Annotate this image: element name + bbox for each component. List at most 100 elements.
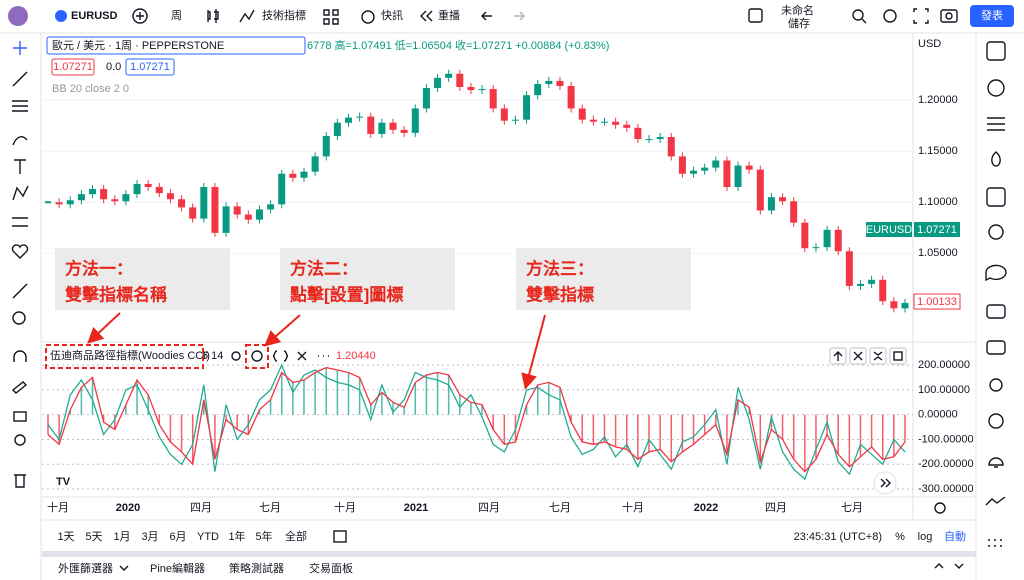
magnet[interactable] bbox=[13, 350, 27, 362]
candle bbox=[267, 204, 275, 210]
symbol-tag: EURUSD bbox=[866, 224, 913, 236]
cci-line bbox=[47, 363, 906, 481]
candle bbox=[178, 199, 186, 208]
range-button[interactable]: 5年 bbox=[255, 529, 272, 543]
publish-button[interactable] bbox=[970, 5, 1014, 27]
bb-legend[interactable]: BB 20 close 2 0 bbox=[52, 83, 129, 95]
candle bbox=[244, 214, 252, 220]
candle bbox=[489, 89, 497, 109]
pane-close[interactable] bbox=[849, 347, 867, 365]
lock-drawing[interactable] bbox=[11, 381, 28, 394]
pane-maximize[interactable] bbox=[889, 347, 907, 365]
panel-toggle[interactable] bbox=[934, 563, 964, 569]
ideas[interactable] bbox=[988, 224, 1004, 240]
range-button[interactable]: 1年 bbox=[228, 529, 245, 543]
candle bbox=[578, 108, 586, 120]
icons-tool[interactable] bbox=[11, 244, 29, 259]
avatar[interactable] bbox=[8, 6, 28, 26]
range-button[interactable]: 5天 bbox=[85, 531, 102, 543]
layouts[interactable] bbox=[323, 9, 339, 25]
messages[interactable] bbox=[986, 340, 1006, 355]
panel-tab[interactable]: 交易面板 bbox=[309, 561, 353, 575]
buy-price[interactable]: 1.07271 bbox=[130, 61, 170, 73]
zoom[interactable] bbox=[12, 311, 26, 325]
alerts-panel[interactable] bbox=[987, 79, 1005, 97]
pane-collapse[interactable] bbox=[869, 347, 887, 365]
trash[interactable] bbox=[14, 474, 26, 488]
undo[interactable] bbox=[481, 11, 492, 21]
apps[interactable] bbox=[988, 539, 1002, 547]
settings[interactable] bbox=[883, 9, 897, 23]
prediction-tool[interactable] bbox=[12, 217, 28, 227]
currency[interactable]: USD bbox=[918, 38, 941, 50]
go-to-date[interactable] bbox=[333, 530, 347, 543]
brush-tool[interactable] bbox=[12, 136, 28, 146]
visibility[interactable] bbox=[14, 434, 26, 446]
notifications[interactable] bbox=[989, 378, 1003, 392]
performance[interactable] bbox=[985, 496, 1006, 506]
replay[interactable]: 重播 bbox=[438, 8, 460, 22]
pane-up[interactable] bbox=[829, 347, 847, 365]
pattern-tool[interactable] bbox=[12, 185, 29, 201]
time-label: 十月 bbox=[622, 500, 644, 514]
fib-tool[interactable] bbox=[12, 100, 28, 112]
chart-type[interactable] bbox=[207, 9, 219, 23]
y-tick-label: 0.00000 bbox=[918, 409, 958, 421]
layout-name[interactable]: 未命名 bbox=[781, 3, 814, 17]
watchlist[interactable] bbox=[986, 41, 1006, 61]
broadcast[interactable] bbox=[988, 413, 1004, 429]
scale-button[interactable]: % bbox=[895, 531, 905, 543]
interval[interactable]: 周 bbox=[171, 9, 182, 22]
save[interactable]: 儲存 bbox=[788, 16, 810, 30]
sell-price[interactable]: 1.07271 bbox=[53, 61, 93, 73]
range-button[interactable]: YTD bbox=[197, 531, 219, 543]
candle bbox=[634, 127, 642, 140]
axis-settings[interactable] bbox=[934, 502, 946, 514]
buy-button[interactable] bbox=[125, 58, 175, 76]
indicator-settings[interactable] bbox=[251, 350, 263, 362]
range-button[interactable]: 3月 bbox=[141, 531, 158, 543]
panel-tab[interactable]: Pine編輯器 bbox=[150, 561, 205, 575]
candle bbox=[745, 165, 753, 170]
snapshot[interactable] bbox=[940, 9, 958, 23]
range-button[interactable]: 1月 bbox=[113, 531, 130, 543]
text-tool[interactable] bbox=[14, 159, 26, 174]
indicators[interactable]: 技術指標 bbox=[262, 8, 306, 22]
range-button[interactable]: 全部 bbox=[285, 529, 307, 543]
scale-button[interactable]: 自動 bbox=[944, 529, 966, 543]
bell[interactable] bbox=[988, 457, 1004, 468]
indicator-source[interactable] bbox=[272, 350, 289, 362]
legend-title-box[interactable] bbox=[46, 36, 306, 55]
lock[interactable] bbox=[13, 411, 27, 422]
layout-toggle[interactable] bbox=[748, 8, 763, 23]
panel-tab[interactable]: 外匯篩選器 bbox=[58, 561, 113, 575]
symbol[interactable]: EURUSD bbox=[71, 10, 118, 22]
candle bbox=[333, 122, 341, 136]
ruler[interactable] bbox=[12, 283, 28, 299]
indicator-remove[interactable] bbox=[297, 351, 307, 361]
add-symbol[interactable] bbox=[132, 8, 148, 24]
calendar[interactable] bbox=[986, 187, 1006, 207]
panel-tab[interactable]: 策略測試器 bbox=[229, 561, 284, 575]
crosshair-tool[interactable] bbox=[13, 41, 27, 55]
scale-button[interactable]: log bbox=[918, 531, 933, 543]
news[interactable] bbox=[987, 117, 1005, 131]
search[interactable] bbox=[852, 9, 864, 21]
candle bbox=[434, 77, 442, 89]
clock[interactable]: 23:45:31 (UTC+8) bbox=[794, 531, 882, 543]
fullscreen[interactable] bbox=[913, 8, 929, 24]
legend-title[interactable]: 歐元 / 美元 · 1周 · PEPPERSTONE bbox=[52, 38, 224, 52]
indicator-visibility[interactable] bbox=[231, 351, 241, 361]
streams[interactable] bbox=[986, 304, 1006, 319]
tab-dropdown[interactable] bbox=[119, 565, 129, 571]
range-button[interactable]: 1天 bbox=[57, 531, 74, 543]
hotlists[interactable] bbox=[991, 151, 1001, 167]
redo[interactable] bbox=[514, 11, 525, 21]
sell-button[interactable] bbox=[51, 58, 95, 76]
indicator-name[interactable]: 伍迪商品路徑指標(Woodies CCI) bbox=[50, 348, 210, 362]
line-tool[interactable] bbox=[12, 71, 28, 87]
alerts[interactable]: 快訊 bbox=[381, 8, 403, 22]
chat[interactable] bbox=[985, 264, 1007, 282]
publish[interactable]: 發表 bbox=[981, 8, 1003, 22]
range-button[interactable]: 6月 bbox=[169, 531, 186, 543]
